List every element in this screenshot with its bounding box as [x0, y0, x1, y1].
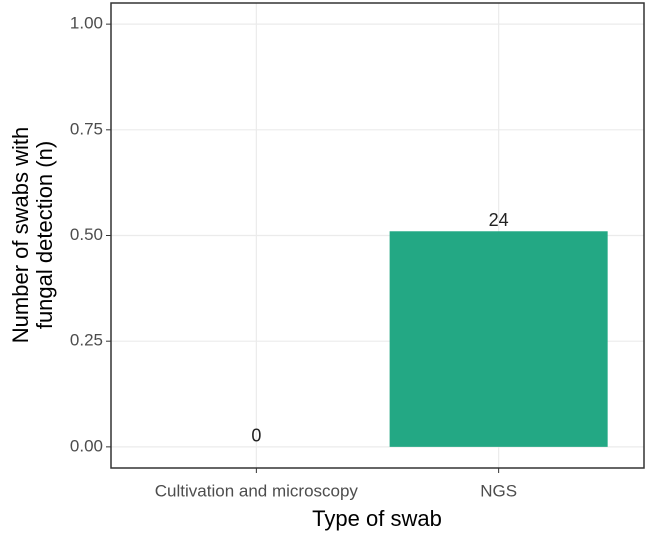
- y-tick-label: 0.00: [70, 436, 103, 455]
- y-tick-label: 0.75: [70, 119, 103, 138]
- data-label: 0: [251, 426, 261, 446]
- x-axis-title: Type of swab: [312, 506, 442, 531]
- bar: [389, 231, 608, 447]
- y-tick-label: 0.50: [70, 225, 103, 244]
- plot-border: [110, 2, 645, 469]
- y-tick-label: 1.00: [70, 14, 103, 33]
- y-axis-title: Number of swabs with fungal detection (n…: [8, 127, 57, 343]
- x-tick-label: Cultivation and microscopy: [155, 481, 359, 500]
- y-tick-label: 0.25: [70, 331, 103, 350]
- x-tick-label: NGS: [480, 481, 517, 500]
- data-label: 24: [489, 210, 509, 230]
- y-axis-title-line: fungal detection (n): [32, 141, 57, 329]
- y-axis-title-line: Number of swabs with: [8, 127, 33, 343]
